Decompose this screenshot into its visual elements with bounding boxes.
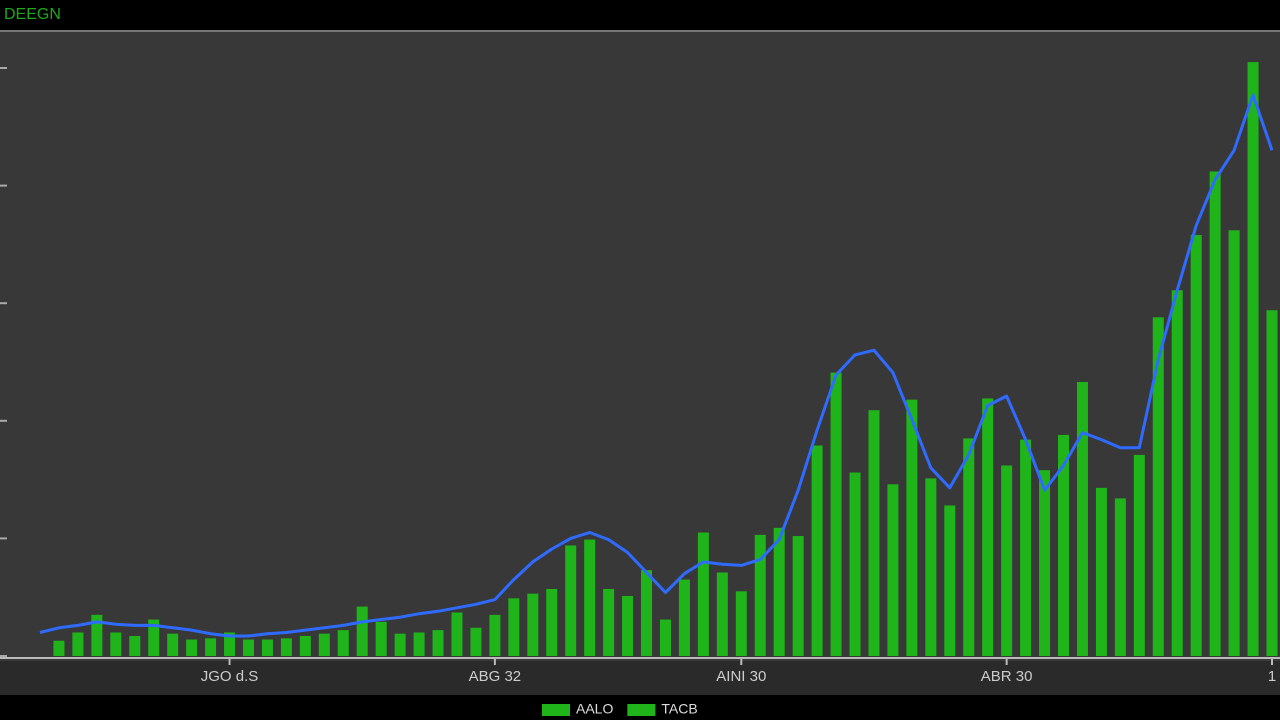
line: [39, 93, 1274, 638]
bar: [1190, 234, 1202, 656]
bar: [280, 638, 292, 656]
bar: [735, 591, 747, 656]
bar: [242, 639, 254, 656]
bar: [91, 614, 103, 656]
x-tick-label: AINI 30: [716, 668, 766, 685]
bar: [830, 372, 842, 656]
bar: [72, 632, 84, 656]
bar: [754, 534, 766, 656]
x-tick-label: ABR 30: [981, 668, 1033, 685]
bar: [318, 633, 330, 656]
bar: [299, 636, 311, 656]
bar: [432, 630, 444, 656]
bar: [413, 632, 425, 656]
legend-label: TACB: [661, 701, 697, 717]
x-tick-label: JGO d.S: [201, 668, 259, 685]
bar: [470, 627, 482, 656]
bar: [451, 612, 463, 656]
bar: [697, 532, 709, 656]
bar: [1266, 310, 1278, 656]
legend-swatch: [542, 704, 570, 716]
bar: [906, 399, 918, 656]
bar: [716, 572, 728, 656]
bar: [1133, 454, 1145, 656]
bar: [394, 633, 406, 656]
bar: [1228, 230, 1240, 656]
bar: [375, 621, 387, 656]
x-tick-label: 1: [1268, 668, 1276, 685]
bar: [1001, 465, 1013, 656]
bar: [1209, 171, 1221, 656]
bar: [659, 619, 671, 656]
bar: [546, 588, 558, 656]
legend-label: AALO: [576, 701, 613, 717]
bar: [603, 588, 615, 656]
bar: [129, 636, 141, 656]
bar: [849, 472, 861, 656]
bar: [868, 410, 880, 656]
x-tick-label: ABG 32: [469, 668, 522, 685]
bar: [622, 596, 634, 656]
bar: [527, 593, 539, 656]
bar: [337, 630, 349, 656]
bar: [925, 478, 937, 656]
bar: [508, 598, 520, 656]
bar: [205, 638, 217, 656]
chart-title: DEEGN: [4, 6, 61, 23]
bar: [1247, 62, 1259, 657]
legend-swatch: [627, 704, 656, 716]
bar: [887, 484, 899, 656]
bar: [1039, 470, 1051, 656]
bar: [1020, 439, 1032, 656]
bar: [1152, 317, 1164, 656]
axis-band: [0, 661, 1280, 695]
bar: [1095, 487, 1107, 656]
bar: [641, 570, 653, 656]
bar: [565, 545, 577, 656]
bar: [148, 619, 160, 656]
bar: [584, 539, 596, 656]
bar: [1114, 498, 1126, 656]
bar: [773, 527, 785, 656]
bar: [261, 639, 273, 656]
bar: [792, 536, 804, 656]
bar: [1171, 290, 1183, 656]
bar: [944, 505, 956, 656]
bar: [224, 632, 236, 656]
bar: [678, 579, 690, 656]
bar: [1076, 381, 1088, 656]
bar: [167, 633, 179, 656]
bar: [489, 614, 501, 656]
bar: [110, 632, 122, 656]
bar: [963, 438, 975, 656]
bar: [1058, 434, 1070, 656]
bar: [356, 606, 368, 656]
bar: [982, 398, 994, 656]
bar: [811, 445, 823, 656]
bar: [186, 639, 198, 656]
bar: [53, 640, 65, 656]
